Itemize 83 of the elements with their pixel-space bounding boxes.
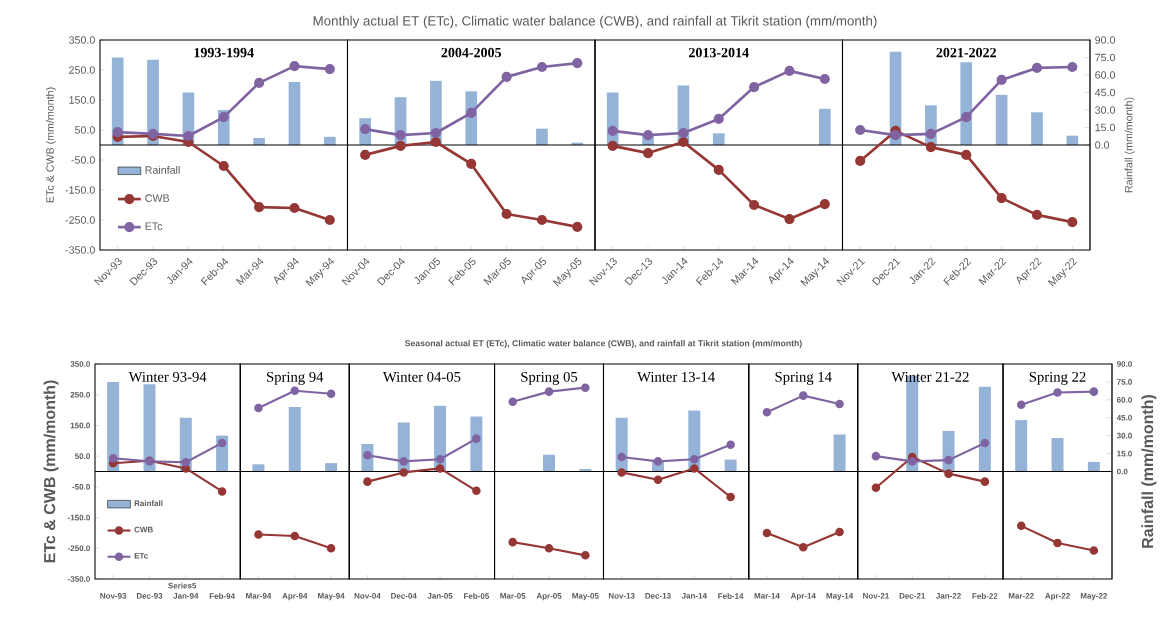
x-tick-label: May-05	[572, 593, 599, 601]
y-tick-label: 150.0	[70, 422, 90, 429]
y-tick-label: -50.0	[72, 484, 90, 490]
x-tick-label: Nov-93	[100, 593, 127, 599]
text: Monthly actual ET (ETc), Climatic water balance (CWB), and rainfall at Tikrit station (mm/month)	[313, 15, 877, 29]
y2-axis-title: Rainfall (mm/month)	[1141, 394, 1157, 548]
x-tick-label: Apr-14	[790, 593, 816, 601]
chart-title: 2013-2014	[689, 47, 749, 58]
chart-title: Winter 21-22	[891, 371, 969, 382]
legend-label: ETc	[134, 552, 148, 559]
y2-tick-label: 30.0	[1095, 106, 1116, 114]
y-tick-label: 350.0	[70, 361, 90, 367]
y2-tick-label: 15.0	[1095, 123, 1116, 132]
chart-title: Winter 93-94	[128, 371, 207, 382]
chart-title: Spring 05	[521, 371, 578, 385]
chart-title: Winter 13-14	[637, 371, 715, 382]
y-tick-label: -250.0	[67, 545, 90, 552]
x-tick-label: May-94	[318, 593, 345, 601]
x-tick-label: Mar-94	[246, 593, 272, 599]
y2-tick-label: 45.0	[1116, 414, 1132, 421]
y-tick-label: -150.0	[65, 186, 95, 194]
x-tick-label: May-14	[826, 593, 854, 601]
x-tick-label: Jan-05	[427, 593, 453, 599]
legend-label: Rainfall	[134, 500, 163, 507]
chart-title: 1993-1994	[194, 47, 254, 58]
x-tick-label: Dec-93	[136, 593, 163, 599]
x-tick-label: Feb-94	[209, 593, 235, 599]
chart-title: Spring 22	[1029, 371, 1086, 385]
x-tick-label: Nov-21	[863, 593, 890, 599]
y-axis-title: ETc & CWB (mm/month)	[45, 87, 56, 203]
y-tick-label: -250.0	[65, 216, 95, 224]
x-tick-label: Apr-22	[1045, 593, 1070, 601]
y-tick-label: 50.0	[74, 453, 90, 459]
y-tick-label: 250.0	[70, 391, 90, 398]
legend-label: Rainfall	[145, 165, 180, 174]
x-tick-label: Jan-14	[681, 593, 707, 599]
x-tick-label: Apr-05	[536, 593, 562, 601]
x-tick-label: Nov-13	[608, 593, 635, 599]
x-tick-label: Feb-05	[464, 593, 490, 599]
chart-title: Spring 14	[775, 371, 832, 385]
text: Seasonal actual ET (ETc), Climatic water balance (CWB), and rainfall at Tikrit station (mm/month)	[405, 339, 802, 349]
y2-tick-label: 60.0	[1117, 396, 1132, 403]
chart-title: Spring 94	[267, 371, 324, 385]
x-tick-label: Dec-04	[391, 593, 417, 599]
y2-tick-label: 75.0	[1117, 379, 1132, 385]
y2-tick-label: 75.0	[1095, 53, 1116, 62]
legend-label: ETc	[145, 222, 163, 230]
x-tick-label: May-22	[1080, 593, 1108, 601]
y-tick-label: -50.0	[71, 156, 95, 164]
x-tick-label: Mar-05	[500, 593, 526, 599]
y2-tick-label: 0.0	[1095, 141, 1110, 149]
y2-axis-title: Rainfall (mm/month)	[1124, 97, 1135, 193]
y-tick-label: -350.0	[67, 576, 90, 582]
chart-title: 2004-2005	[441, 47, 502, 58]
y2-tick-label: 0.0	[1117, 468, 1128, 475]
y-tick-label: -150.0	[67, 514, 90, 521]
legend-label: CWB	[145, 194, 170, 202]
y-tick-label: 150.0	[69, 96, 95, 104]
legend-label: CWB	[134, 526, 153, 533]
y2-tick-label: 15.0	[1117, 450, 1132, 457]
x-tick-label: Mar-14	[754, 593, 780, 599]
x-tick-label: Feb-14	[718, 593, 744, 599]
x-tick-label: Mar-22	[1008, 593, 1034, 599]
x-tick-label: Nov-04	[354, 593, 381, 599]
x-tick-label: Jan-22	[936, 593, 961, 599]
x-tick-label: Dec-13	[645, 593, 671, 599]
y2-tick-label: 60.0	[1095, 71, 1116, 79]
y2-tick-label: 90.0	[1116, 361, 1132, 367]
y2-tick-label: 90.0	[1095, 36, 1116, 44]
x-tick-label: Jan-94	[173, 593, 199, 599]
y2-tick-label: 45.0	[1094, 88, 1116, 97]
x-tick-label: Apr-94	[282, 593, 308, 601]
x-tick-label: Feb-22	[972, 593, 998, 599]
y-tick-label: 50.0	[74, 126, 95, 134]
y-axis-title: ETc & CWB (mm/month)	[43, 380, 59, 563]
y-tick-label: 250.0	[69, 66, 95, 74]
y-tick-label: -350.0	[65, 246, 95, 254]
y2-tick-label: 30.0	[1116, 432, 1132, 439]
text: Series5	[168, 582, 197, 589]
y-tick-label: 350.0	[69, 36, 95, 44]
chart-title: 2021-2022	[936, 47, 996, 58]
x-tick-label: Dec-21	[899, 593, 926, 599]
chart-title: Winter 04-05	[382, 371, 461, 382]
